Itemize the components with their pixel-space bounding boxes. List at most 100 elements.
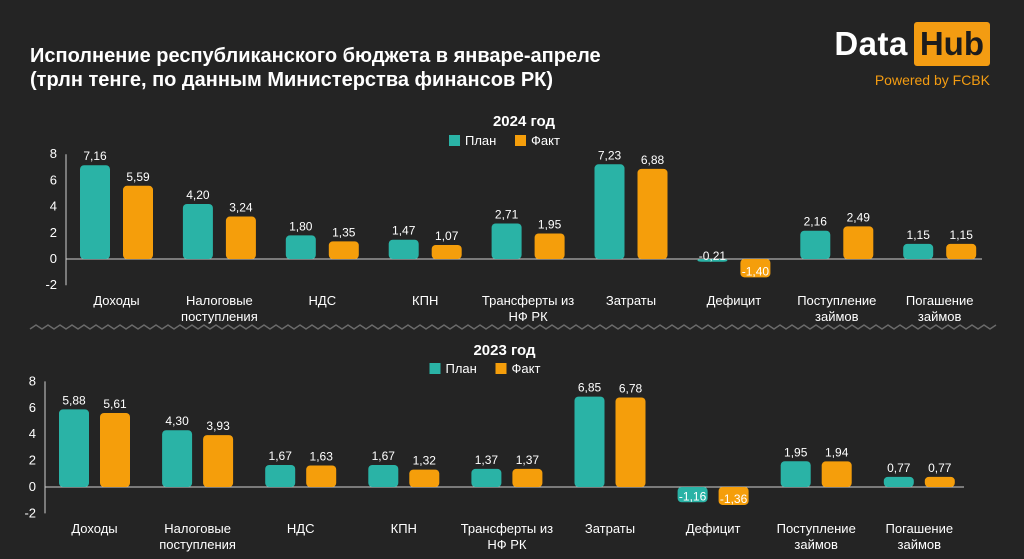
data-label: 1,95 — [784, 445, 808, 459]
category-label: Дефицит — [707, 293, 762, 308]
y-tick-label: 2 — [50, 225, 57, 240]
data-label: 5,88 — [62, 393, 86, 407]
category-label: НДС — [287, 521, 315, 536]
bar-fact — [328, 241, 359, 259]
page-title: Исполнение республиканского бюджета в ян… — [30, 44, 670, 92]
bar-fact — [718, 487, 749, 505]
brand-hub-text: Hub — [913, 22, 990, 66]
bar-fact — [225, 216, 256, 259]
data-label: 7,16 — [83, 149, 107, 163]
data-label: -1,36 — [720, 492, 748, 506]
bar-plan — [471, 468, 502, 487]
bar-fact — [843, 226, 874, 259]
title-line-2: (трлн тенге, по данным Министерства фина… — [30, 69, 554, 91]
data-label: 1,67 — [372, 449, 396, 463]
data-label: 2,71 — [495, 207, 519, 221]
data-label: 1,47 — [392, 224, 416, 238]
data-label: 2,16 — [804, 215, 828, 229]
bar-plan — [677, 487, 708, 503]
category-label: Погашение — [906, 293, 974, 308]
data-label: -1,40 — [742, 264, 770, 278]
category-label: займов — [794, 537, 838, 552]
bar-fact — [615, 397, 646, 487]
legend-label-plan: План — [465, 133, 496, 148]
y-tick-label: 0 — [29, 479, 36, 494]
y-tick-label: 2 — [29, 453, 36, 468]
category-label: КПН — [412, 293, 438, 308]
legend-label-fact: Факт — [531, 133, 560, 148]
category-label: Затраты — [606, 293, 656, 308]
legend-swatch-plan — [429, 363, 441, 374]
legend-label-fact: Факт — [512, 361, 541, 376]
y-tick-label: 8 — [50, 146, 57, 161]
bar-plan — [182, 203, 213, 259]
category-label: НФ РК — [487, 537, 527, 552]
bar-plan — [800, 230, 831, 259]
data-label: 3,93 — [206, 419, 230, 433]
bar-fact — [306, 465, 337, 487]
data-label: 5,59 — [126, 170, 150, 184]
data-label: 1,95 — [538, 217, 562, 231]
category-label: Доходы — [93, 293, 139, 308]
bar-plan — [594, 164, 625, 259]
brand-logo: Data Hub Powered by FCBK — [834, 22, 990, 88]
data-label: 1,07 — [435, 229, 459, 243]
data-label: 2,49 — [847, 210, 871, 224]
bar-fact — [431, 244, 462, 259]
bar-plan — [59, 409, 89, 487]
data-label: 6,88 — [641, 153, 665, 167]
y-tick-label: 4 — [29, 426, 36, 441]
bar-plan — [162, 430, 193, 487]
data-label: 1,35 — [332, 225, 356, 239]
category-label: Трансферты из — [461, 521, 553, 536]
bar-fact — [203, 435, 234, 487]
category-label: Налоговые — [186, 293, 253, 308]
data-label: 6,85 — [578, 381, 602, 395]
data-label: 1,37 — [516, 453, 540, 467]
data-label: 4,30 — [165, 414, 189, 428]
data-label: 1,32 — [413, 454, 437, 468]
category-label: займов — [918, 309, 962, 324]
legend-swatch-plan — [449, 135, 460, 146]
data-label: -0,21 — [699, 249, 727, 263]
data-label: 4,20 — [186, 188, 210, 202]
bar-plan — [265, 464, 296, 487]
category-label: НФ РК — [509, 309, 549, 324]
category-label: Налоговые — [164, 521, 231, 536]
bar-fact — [409, 469, 440, 487]
bar-plan — [697, 259, 728, 262]
chart-title: 2023 год — [473, 342, 536, 359]
category-label: Затраты — [585, 521, 635, 536]
bar-fact — [534, 233, 565, 259]
category-label: займов — [815, 309, 859, 324]
bar-plan — [883, 476, 914, 487]
y-tick-label: 8 — [29, 373, 36, 388]
bar-plan — [780, 461, 811, 487]
zigzag-separator — [29, 324, 997, 330]
bar-fact — [100, 412, 130, 487]
category-label: поступления — [159, 537, 236, 552]
legend-swatch-fact — [515, 135, 526, 146]
brand-subtitle: Powered by FCBK — [874, 72, 990, 88]
data-label: 0,77 — [887, 461, 911, 475]
bar-fact — [821, 461, 852, 487]
category-label: Поступление — [777, 521, 856, 536]
bar-fact — [946, 243, 977, 259]
y-tick-label: 6 — [29, 400, 36, 415]
category-label: Трансферты из — [482, 293, 574, 308]
data-label: 1,63 — [310, 449, 334, 463]
y-tick-label: 4 — [50, 199, 57, 214]
data-label: 1,94 — [825, 445, 849, 459]
bar-fact — [512, 468, 543, 487]
legend-swatch-fact — [495, 363, 507, 374]
chart-title: 2024 год — [493, 113, 556, 130]
data-label: 1,15 — [950, 228, 974, 242]
data-label: 0,77 — [928, 461, 952, 475]
title-line-1: Исполнение республиканского бюджета в ян… — [30, 45, 601, 67]
data-label: 1,67 — [269, 449, 293, 463]
bar-plan — [80, 165, 110, 259]
category-label: Поступление — [797, 293, 876, 308]
data-label: -1,16 — [679, 489, 707, 503]
